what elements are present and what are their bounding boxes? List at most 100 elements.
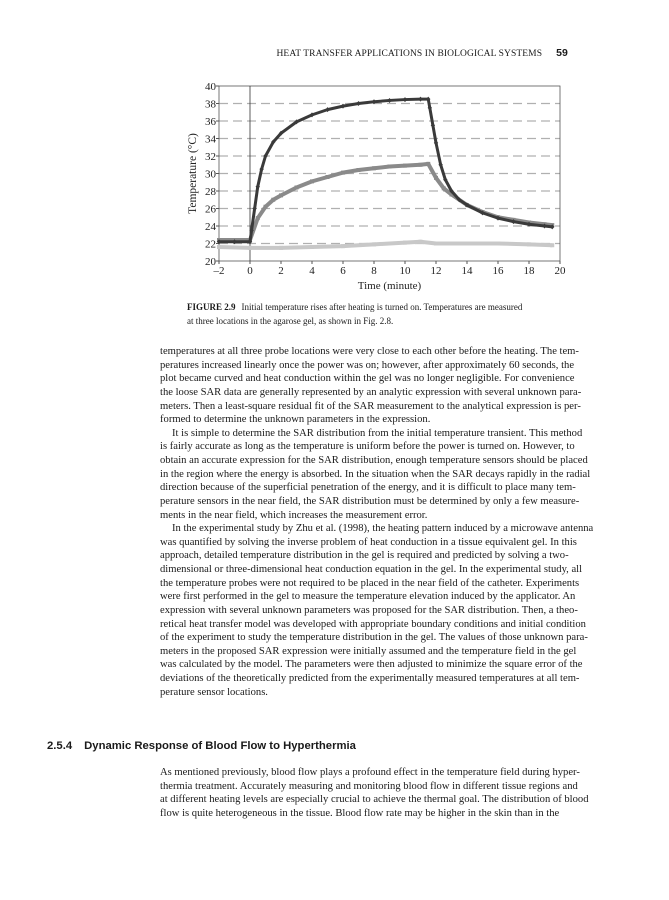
data-point xyxy=(441,186,446,191)
data-point xyxy=(526,221,532,227)
running-head-title: HEAT TRANSFER APPLICATIONS IN BIOLOGICAL… xyxy=(276,49,543,59)
data-point xyxy=(480,210,485,216)
data-point xyxy=(259,166,264,172)
caption-line: at three locations in the agarose gel, a… xyxy=(187,315,394,326)
paragraph: It is simple to determine the SAR distri… xyxy=(160,427,590,522)
data-point xyxy=(443,177,448,183)
x-tick-label: –2 xyxy=(213,265,225,277)
data-point xyxy=(496,241,500,246)
text-line: expression with several unknown paramete… xyxy=(160,604,578,616)
text-line: ments in the near field, which increases… xyxy=(160,509,428,521)
text-line: peratures increased linearly once the po… xyxy=(160,359,575,371)
y-tick-label: 24 xyxy=(205,221,217,233)
y-tick-label: 22 xyxy=(205,239,216,251)
text-line: obtain an accurate expression for the SA… xyxy=(160,455,588,466)
data-point xyxy=(341,244,345,249)
data-point xyxy=(309,112,315,118)
data-point xyxy=(550,224,555,230)
data-point xyxy=(372,166,376,171)
section-title: Dynamic Response of Blood Flow to Hypert… xyxy=(84,740,356,752)
series-line xyxy=(219,161,553,242)
series-line xyxy=(219,97,553,244)
data-point xyxy=(271,197,276,202)
text-line: perature sensor locations. xyxy=(160,686,268,698)
text-line: deviations of the theoretically predicte… xyxy=(160,673,580,684)
data-point xyxy=(271,139,276,145)
data-point xyxy=(433,140,439,146)
data-point xyxy=(430,122,436,128)
x-tick-label: 8 xyxy=(371,265,377,277)
data-point xyxy=(457,197,462,203)
x-tick-label: 18 xyxy=(524,265,536,277)
caption-line: FIGURE 2.9 Initial temperature rises afte… xyxy=(187,302,523,312)
data-point xyxy=(418,96,423,102)
x-tick-label: 14 xyxy=(462,265,474,277)
data-point xyxy=(279,245,283,250)
page-number: 59 xyxy=(556,47,568,59)
text-line: In the experimental study by Zhu et al. … xyxy=(172,523,594,535)
data-point xyxy=(418,162,423,167)
data-point xyxy=(371,99,377,105)
data-point xyxy=(495,215,501,221)
y-tick-label: 32 xyxy=(205,151,216,163)
text-line: were first performed in the gel to measu… xyxy=(160,591,576,603)
text-line: meters in the proposed SAR expression we… xyxy=(160,645,577,657)
y-tick-label: 34 xyxy=(205,134,217,146)
text-line: temperatures at all three probe location… xyxy=(160,346,579,357)
data-point xyxy=(438,162,443,168)
text-line: formed to determine the unknown paramete… xyxy=(160,414,431,426)
text-line: dimensional or three-dimensional heat co… xyxy=(160,564,583,575)
data-point xyxy=(511,219,516,225)
text-line: retical heat transfer model was develope… xyxy=(160,618,586,630)
data-point xyxy=(426,161,431,166)
data-point xyxy=(427,105,432,111)
data-point xyxy=(252,206,257,211)
section-number: 2.5.4 xyxy=(47,740,73,752)
text-line: approach, detailed temperature distribut… xyxy=(160,550,569,562)
data-point xyxy=(403,240,407,245)
data-point xyxy=(341,170,345,175)
x-tick-label: 4 xyxy=(309,265,315,277)
text-line: flow is quite heterogeneous in the tissu… xyxy=(160,807,560,819)
data-point xyxy=(325,107,330,113)
text-line: was quantified by solving the inverse pr… xyxy=(160,536,577,548)
figure-caption: FIGURE 2.9 Initial temperature rises afte… xyxy=(187,301,571,328)
data-point xyxy=(247,239,253,245)
series-line xyxy=(218,239,553,250)
figure-label: FIGURE 2.9 xyxy=(187,302,236,312)
data-point xyxy=(263,153,268,159)
data-point xyxy=(216,239,222,245)
data-point xyxy=(356,101,361,106)
text-line: It is simple to determine the SAR distri… xyxy=(172,427,583,439)
data-point xyxy=(278,130,284,136)
text-line: thermia treatment. Accurately measuring … xyxy=(160,780,578,792)
text-line: perature sensors in the near field, the … xyxy=(160,495,580,507)
y-tick-label: 30 xyxy=(205,169,217,181)
data-point xyxy=(255,184,260,190)
x-axis-label: Time (minute) xyxy=(358,280,422,292)
x-tick-label: 16 xyxy=(493,265,505,277)
data-point xyxy=(402,97,408,103)
data-point xyxy=(310,179,314,184)
text-line: was calculated by the model. The paramet… xyxy=(160,659,583,671)
text-line: As mentioned previously, blood flow play… xyxy=(160,767,580,778)
y-tick-label: 38 xyxy=(205,99,217,111)
section-paragraph: As mentioned previously, blood flow play… xyxy=(160,766,589,821)
data-point xyxy=(217,245,221,249)
data-point xyxy=(418,239,423,244)
paragraph: As mentioned previously, blood flow play… xyxy=(160,766,589,821)
data-point xyxy=(372,242,376,247)
text-line: the temperature probes were not required… xyxy=(160,577,580,589)
section-heading: 2.5.4 Dynamic Response of Blood Flow to H… xyxy=(47,740,356,752)
x-tick-label: 10 xyxy=(400,265,412,277)
data-point xyxy=(249,227,254,233)
data-point xyxy=(232,239,237,245)
data-point xyxy=(542,223,547,229)
data-point xyxy=(449,188,454,194)
text-line: is fairly accurate as long as the temper… xyxy=(160,441,575,453)
y-tick-label: 28 xyxy=(205,186,217,198)
data-point xyxy=(294,185,299,190)
y-axis-label: Temperature (°C) xyxy=(187,133,199,214)
running-head: HEAT TRANSFER APPLICATIONS IN BIOLOGICAL… xyxy=(276,47,568,59)
